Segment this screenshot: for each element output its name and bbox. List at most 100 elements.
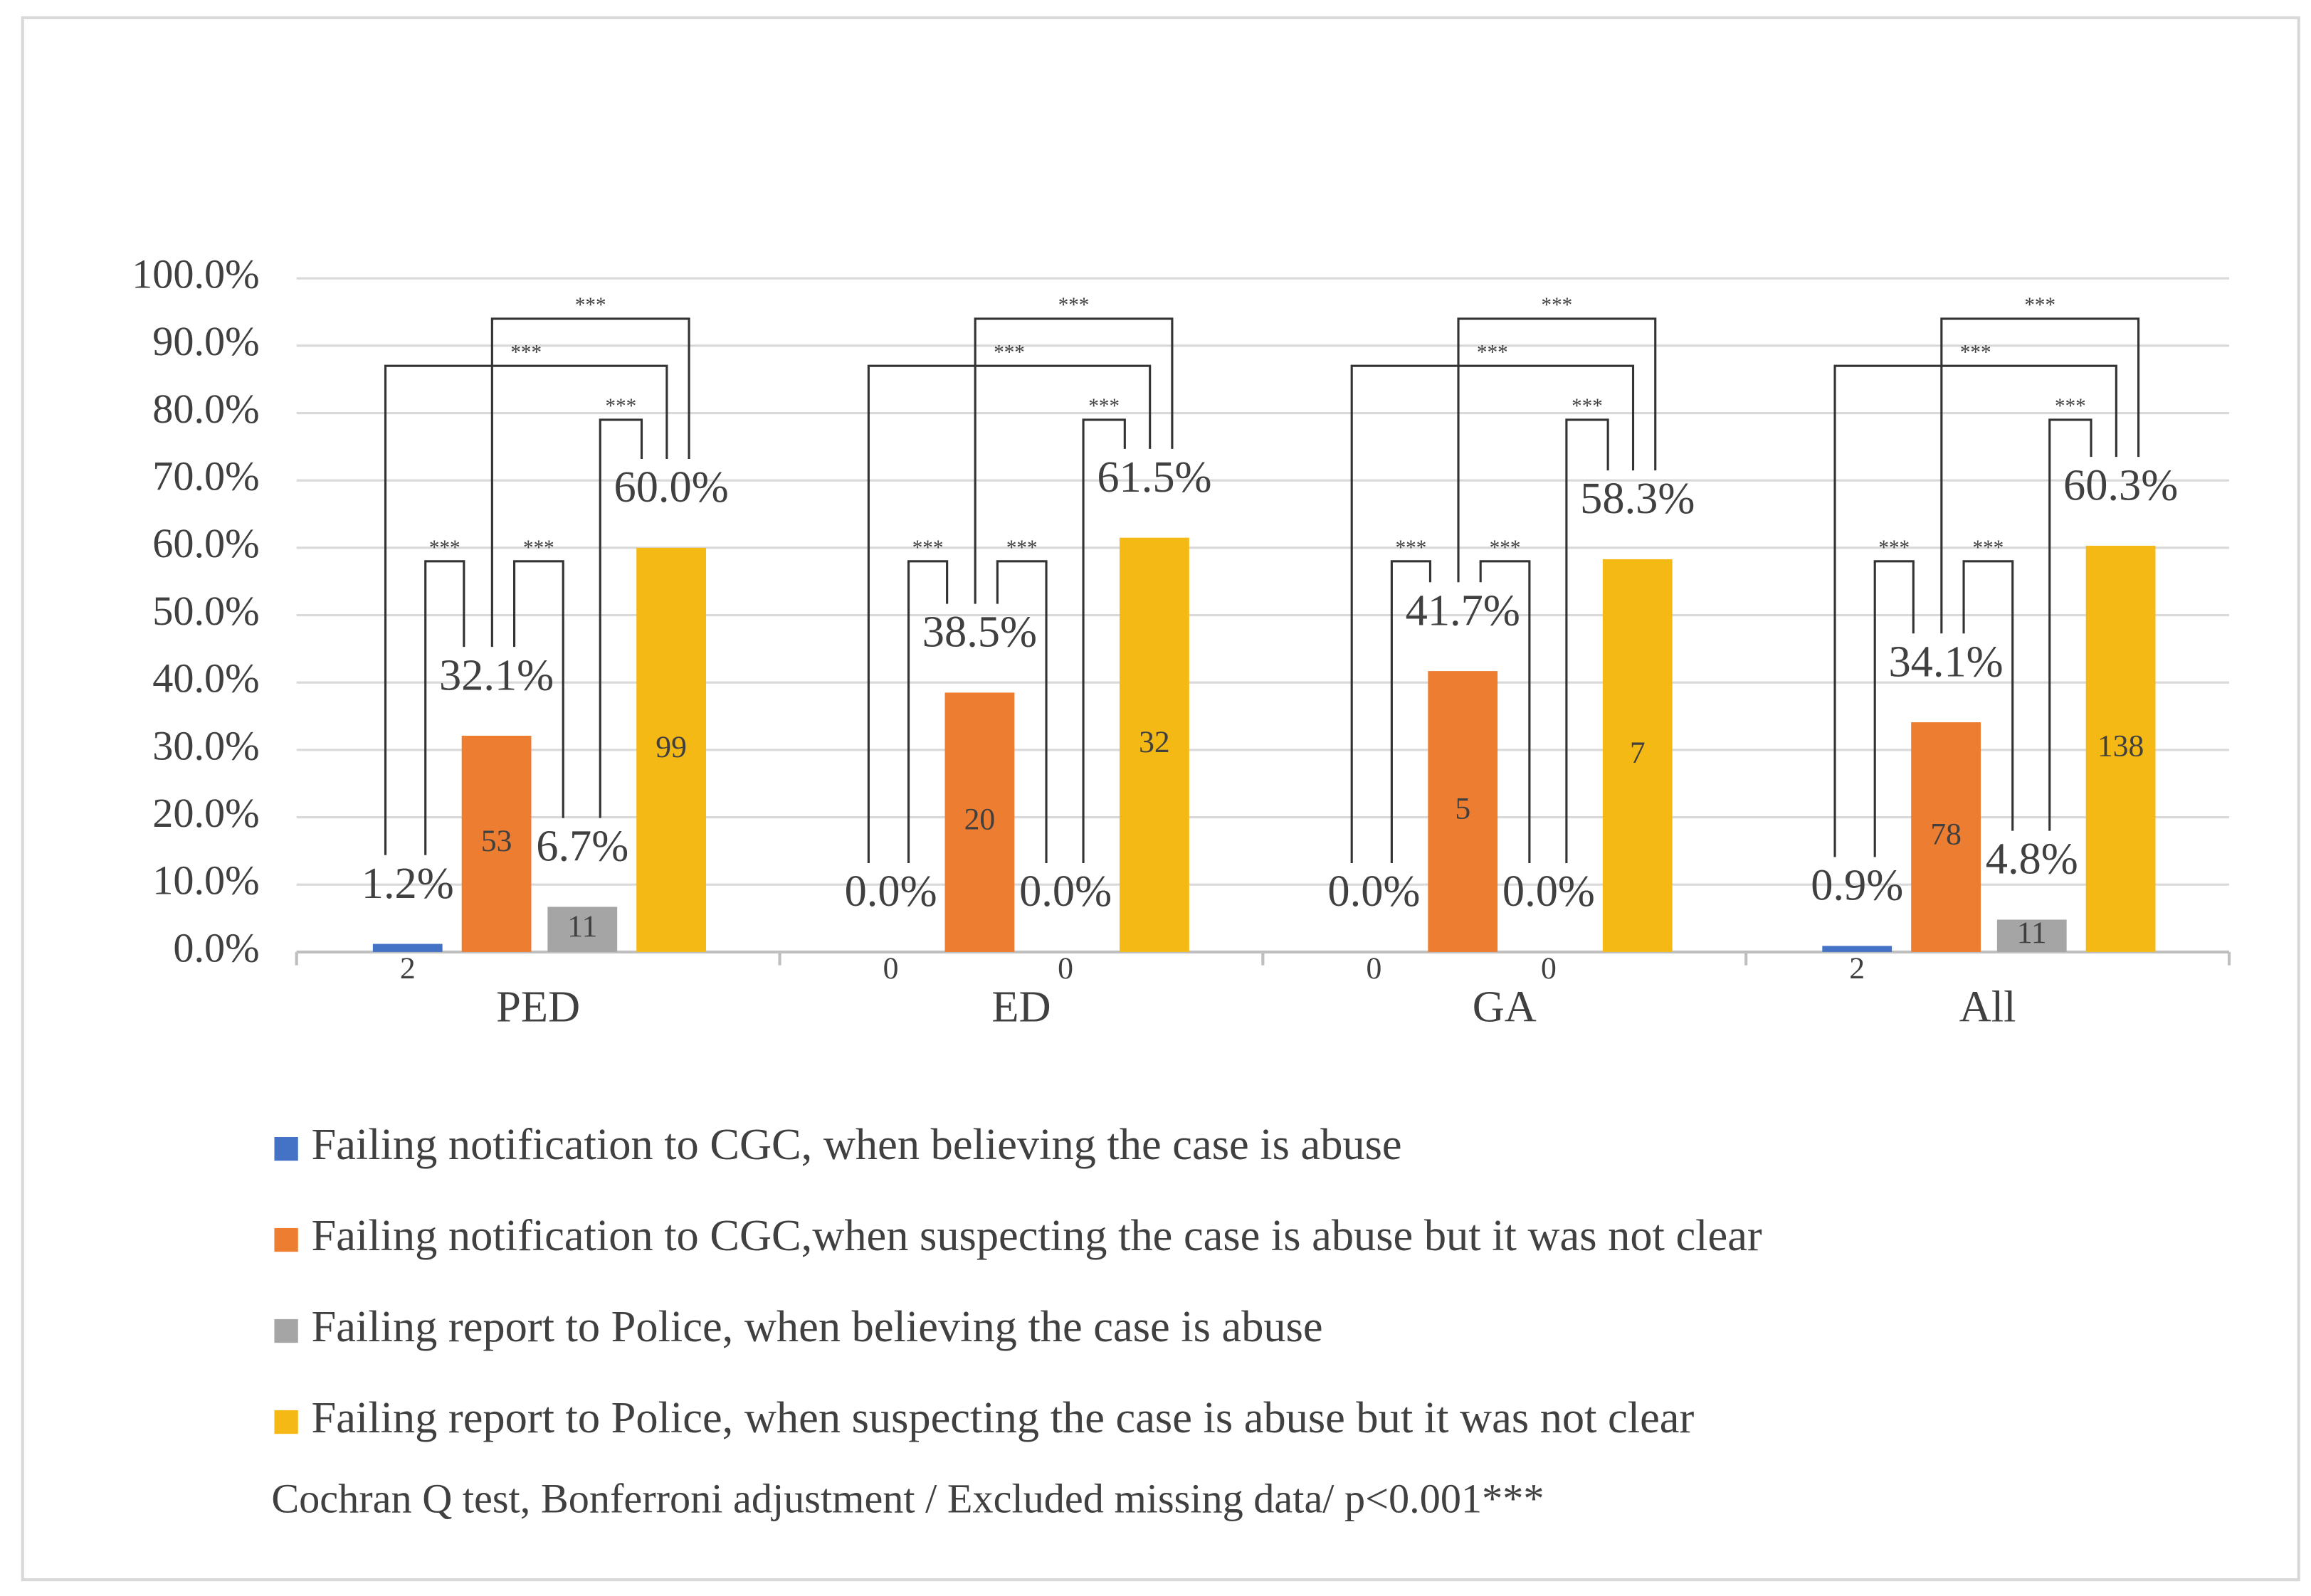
count-label: 0 [1541,951,1557,985]
value-label: 0.0% [1327,866,1420,916]
y-tick-label: 30.0% [152,722,259,768]
legend-label: Failing notification to CGC, when believ… [311,1119,1401,1169]
count-label: 0 [1058,951,1073,985]
value-label: 60.0% [614,462,729,512]
significance-bracket [384,364,668,855]
significance-bracket [424,560,465,855]
significance-bracket [1479,560,1531,864]
value-label: 1.2% [362,858,454,908]
significance-bracket [867,364,1152,864]
significance-bracket [1962,560,2014,831]
significance-bracket [1565,418,1609,864]
y-tick-label: 100.0% [132,251,260,297]
significance-marker: *** [606,395,637,418]
value-label: 38.5% [922,607,1037,657]
value-label: 0.9% [1811,860,1903,910]
significance-marker: *** [2024,294,2055,317]
significance-marker: *** [1542,294,1573,317]
significance-bracket [974,317,1174,604]
value-label: 0.0% [1502,866,1595,916]
value-label: 60.3% [2063,460,2178,509]
legend-swatch [274,1318,298,1343]
bar [636,547,707,952]
bar [1602,559,1673,952]
significance-bracket [2048,418,2092,831]
bar [547,907,618,952]
bar [461,735,532,952]
significance-marker: *** [1960,341,1991,364]
bar [1120,537,1189,952]
value-label: 41.7% [1406,585,1520,635]
significance-bracket [1390,560,1432,864]
significance-bracket [1833,364,2117,857]
y-tick-label: 80.0% [152,386,259,432]
legend-label: Failing notification to CGC,when suspect… [311,1210,1762,1260]
significance-marker: *** [510,341,542,364]
legend-label: Failing report to Police, when believing… [311,1301,1322,1351]
significance-marker: *** [1878,537,1910,559]
count-label: 53 [481,824,512,858]
bar [944,692,1015,952]
significance-bracket [996,560,1048,864]
count-label: 11 [567,909,597,944]
significance-bracket [1082,418,1126,864]
significance-marker: *** [1973,537,2004,559]
bar [1822,946,1893,952]
significance-bracket [907,560,949,864]
count-label: 20 [964,803,996,837]
bar [1996,919,2067,952]
significance-bracket [599,418,643,818]
x-tick-label: GA [1473,981,1537,1031]
value-label: 4.8% [1986,834,2078,884]
significance-marker: *** [1572,395,1603,418]
count-label: 32 [1139,725,1170,759]
significance-marker: *** [2055,395,2086,418]
count-label: 78 [1930,818,1962,852]
x-tick-label: PED [496,981,580,1031]
y-tick-label: 10.0% [152,857,259,904]
significance-marker: *** [1058,294,1090,317]
count-label: 7 [1630,736,1646,770]
y-tick-label: 50.0% [152,588,259,634]
significance-bracket [512,560,564,818]
significance-marker: *** [994,341,1025,364]
count-label: 99 [656,730,687,764]
significance-bracket [1350,364,1635,864]
count-label: 11 [2017,916,2047,950]
y-tick-label: 40.0% [152,655,259,702]
significance-marker: *** [575,294,606,317]
note: Cochran Q test, Bonferroni adjustment / … [271,1475,1544,1521]
y-tick-label: 20.0% [152,790,259,836]
significance-bracket [1457,317,1657,583]
significance-marker: *** [1490,537,1521,559]
value-label: 32.1% [439,650,554,699]
value-label: 34.1% [1888,636,2003,686]
legend-swatch [274,1227,298,1252]
legend-label: Failing report to Police, when suspectin… [311,1392,1694,1442]
significance-marker: *** [1006,537,1038,559]
significance-bracket [1873,560,1915,857]
value-label: 61.5% [1097,452,1211,502]
significance-marker: *** [1477,341,1508,364]
significance-bracket [1940,317,2140,634]
value-label: 0.0% [1019,866,1112,916]
significance-marker: *** [1088,395,1120,418]
y-tick-label: 70.0% [152,453,259,500]
bar [1911,722,1981,952]
significance-marker: *** [912,537,944,559]
x-tick-label: All [1959,981,2016,1031]
bar [2085,546,2156,952]
value-label: 58.3% [1580,473,1695,523]
y-tick-label: 90.0% [152,318,259,364]
count-label: 0 [883,951,899,985]
significance-marker: *** [429,537,460,559]
bar [372,944,443,952]
bar [1428,671,1498,952]
significance-marker: *** [1396,537,1427,559]
count-label: 138 [2097,729,2144,763]
count-label: 2 [1849,951,1865,985]
count-label: 5 [1455,792,1470,826]
legend-swatch [274,1136,298,1161]
significance-bracket [490,317,690,648]
